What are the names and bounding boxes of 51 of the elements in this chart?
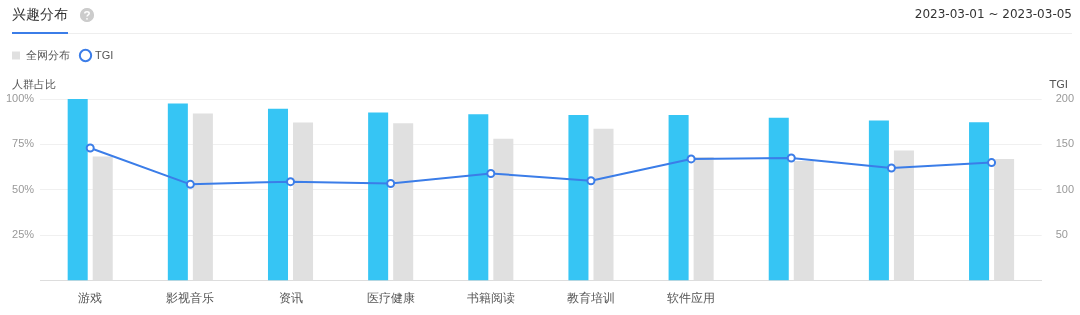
bar — [192, 113, 213, 281]
point — [686, 154, 696, 164]
y-tick-label: 50% — [12, 182, 35, 195]
bar — [969, 122, 990, 281]
point — [185, 179, 195, 189]
point — [286, 177, 296, 187]
bar — [793, 160, 814, 281]
y2-tick-label: 100 — [1055, 182, 1075, 195]
chart-subtitle: 2023-03-01 ~ 2023-03-05 — [914, 7, 1072, 21]
legend-label: TGI — [95, 48, 114, 61]
bar — [493, 138, 514, 281]
bar — [693, 157, 714, 281]
bar — [92, 156, 113, 281]
point — [786, 153, 796, 163]
x-tick-label: 软件应用 — [667, 291, 716, 306]
point — [886, 163, 896, 173]
x-tick-label: 医疗健康 — [366, 291, 415, 306]
point — [386, 178, 396, 188]
y-tick-label: 25% — [12, 228, 35, 241]
point — [987, 158, 997, 168]
y-axis-title: 人群占比 — [12, 78, 56, 92]
x-tick-label: 影视音乐 — [166, 291, 215, 306]
y-tick-label: 75% — [12, 137, 35, 150]
chart-title: 兴趣分布 — [12, 6, 68, 34]
y2-axis-title: TGI — [1048, 78, 1068, 92]
bar — [568, 114, 589, 281]
y2-tick-label: 50 — [1055, 228, 1068, 241]
y2-tick-label: 200 — [1055, 92, 1075, 105]
bar — [293, 122, 314, 281]
bar — [67, 99, 88, 281]
bar — [668, 114, 689, 281]
bar — [267, 108, 289, 281]
bar — [167, 103, 188, 281]
point — [85, 143, 95, 153]
bar — [393, 123, 414, 281]
bar — [768, 117, 789, 281]
bar — [994, 158, 1015, 281]
bar — [893, 150, 914, 281]
point — [586, 176, 596, 186]
y-tick-label: 100% — [5, 92, 35, 105]
x-tick-label: 游戏 — [78, 291, 103, 306]
x-tick-label: 书籍阅读 — [466, 291, 515, 306]
legend-label: 全网分布 — [25, 48, 70, 61]
bar — [368, 112, 389, 281]
bar — [868, 120, 889, 281]
bar — [593, 128, 614, 281]
bar — [468, 114, 489, 281]
point — [486, 168, 496, 178]
x-tick-label: 资讯 — [278, 291, 303, 306]
y2-tick-label: 150 — [1055, 137, 1075, 150]
x-tick-label: 教育培训 — [566, 291, 615, 306]
